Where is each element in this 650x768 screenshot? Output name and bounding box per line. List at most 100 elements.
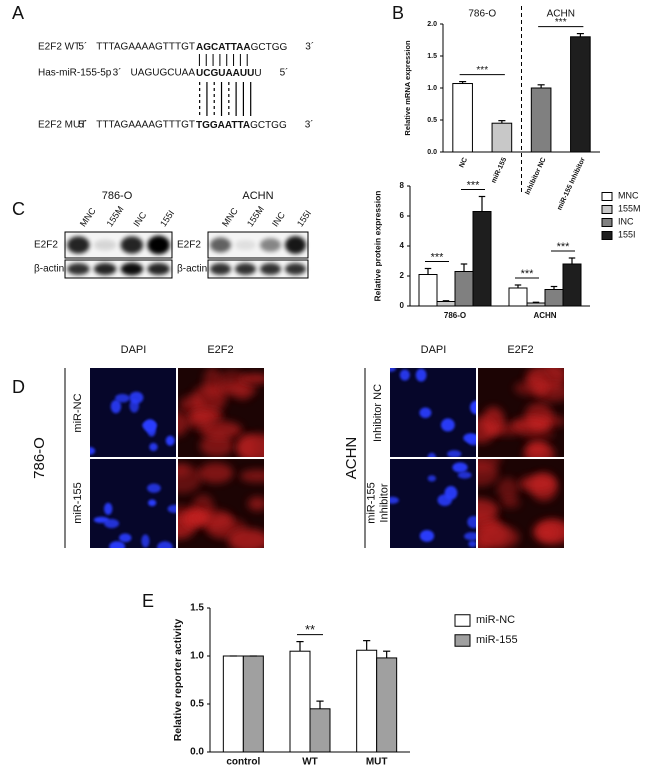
x-tick-label: MUT bbox=[366, 757, 388, 768]
blot-band bbox=[210, 263, 231, 275]
bar bbox=[376, 657, 398, 753]
nucleus bbox=[452, 462, 468, 473]
blot-row-label: E2F2 bbox=[177, 240, 201, 251]
bar bbox=[570, 36, 591, 153]
legend-swatch bbox=[454, 634, 471, 647]
nucleus bbox=[464, 532, 477, 541]
nucleus bbox=[444, 486, 458, 500]
blot-row-label: β-actin bbox=[34, 264, 64, 275]
blot-row-label: β-actin bbox=[177, 264, 207, 275]
y-tick-label: 0.5 bbox=[190, 699, 204, 710]
bar bbox=[454, 271, 474, 307]
sequence-core: UCGUAAUUU bbox=[196, 68, 262, 79]
significance-label: *** bbox=[557, 241, 571, 253]
blot-band bbox=[93, 239, 117, 251]
bar bbox=[436, 301, 456, 307]
micrograph bbox=[90, 368, 177, 458]
y-tick-label: 1.0 bbox=[427, 85, 437, 92]
sequence-seed: TGGAATTA bbox=[196, 120, 250, 131]
blot-band bbox=[147, 263, 170, 275]
micrograph-content bbox=[477, 458, 564, 548]
cytoplasm bbox=[239, 373, 264, 384]
nucleus bbox=[110, 399, 122, 414]
micrograph-bg bbox=[390, 368, 477, 458]
nucleus bbox=[90, 447, 96, 455]
nucleus bbox=[468, 540, 477, 548]
nucleus bbox=[467, 515, 477, 529]
nucleus bbox=[104, 518, 120, 529]
cytoplasm bbox=[177, 463, 202, 494]
channel-label: DAPI bbox=[121, 344, 147, 356]
micrograph-bg bbox=[90, 458, 177, 548]
blot-band bbox=[93, 263, 117, 275]
y-tick-label: 0.0 bbox=[427, 149, 437, 156]
nucleus bbox=[447, 450, 462, 458]
nucleus bbox=[419, 407, 432, 418]
sequence-post: U bbox=[254, 68, 261, 79]
nucleus bbox=[457, 471, 472, 479]
significance-label: ** bbox=[305, 622, 315, 637]
bar bbox=[491, 122, 513, 153]
blot-band bbox=[67, 263, 90, 275]
y-tick-label: 2.0 bbox=[427, 21, 437, 28]
nucleus bbox=[165, 435, 175, 446]
y-tick-label: 2 bbox=[400, 271, 405, 280]
bar bbox=[452, 83, 473, 153]
sequence-core: AGCATTAAGCTGG bbox=[196, 42, 288, 53]
lane-label: 155M bbox=[245, 204, 266, 228]
legend-swatch bbox=[601, 205, 613, 214]
legend-label: 155I bbox=[618, 229, 636, 239]
legend-swatch bbox=[601, 218, 613, 227]
bar bbox=[356, 649, 378, 753]
bar bbox=[472, 211, 492, 307]
cytoplasm bbox=[185, 412, 212, 430]
cell-line-label: ACHN bbox=[343, 437, 360, 480]
panel-label: C bbox=[12, 199, 25, 219]
row-label: miR-NC bbox=[72, 393, 84, 432]
lane-label: 155M bbox=[105, 204, 126, 228]
nucleus bbox=[390, 496, 399, 504]
group-label: 786-O bbox=[468, 9, 496, 20]
cytoplasm bbox=[216, 382, 258, 397]
legend-label: MNC bbox=[618, 190, 639, 200]
sequence-pre: UAGUGCUAA bbox=[131, 68, 196, 79]
x-tick-label: miR-155 Inhibitor bbox=[556, 156, 587, 211]
micrograph bbox=[177, 368, 264, 458]
nucleus bbox=[167, 504, 177, 513]
legend-label: miR-NC bbox=[476, 614, 515, 626]
bar bbox=[526, 302, 546, 307]
axis-line bbox=[209, 608, 410, 753]
nucleus bbox=[415, 368, 427, 382]
nucleus bbox=[147, 499, 157, 507]
bar bbox=[222, 655, 244, 753]
cytoplasm bbox=[236, 433, 264, 458]
x-tick-label: 786-O bbox=[444, 311, 466, 320]
cytoplasm bbox=[179, 395, 204, 414]
cytoplasm bbox=[477, 461, 499, 487]
micrograph-content bbox=[390, 368, 477, 458]
nucleus bbox=[467, 434, 477, 446]
micrograph bbox=[90, 458, 177, 548]
sequence-pre: TTTAGAAAAGTTTGT bbox=[96, 42, 195, 53]
sequence-end: 3´ bbox=[305, 41, 314, 53]
cytoplasm bbox=[523, 443, 555, 458]
legend-label: INC bbox=[618, 216, 634, 226]
bar bbox=[544, 289, 564, 307]
lane-label: INC bbox=[270, 210, 287, 229]
nucleus bbox=[149, 442, 158, 452]
micrograph bbox=[177, 458, 264, 548]
significance-label: *** bbox=[431, 251, 445, 263]
row-label-line: miR-NC bbox=[72, 393, 84, 432]
panel-label: E bbox=[142, 591, 154, 611]
nucleus bbox=[129, 399, 140, 413]
legend-label: 155M bbox=[618, 203, 641, 213]
micrograph-content bbox=[90, 368, 177, 458]
sequence-end: 5´ bbox=[78, 119, 87, 131]
sequence-end: 5´ bbox=[78, 41, 87, 53]
y-axis-label: Relative reporter activity bbox=[172, 619, 184, 742]
legend-swatch bbox=[454, 614, 471, 627]
significance-label: *** bbox=[467, 179, 481, 191]
nucleus bbox=[440, 418, 455, 432]
sequence-name: E2F2 WT bbox=[38, 42, 80, 53]
